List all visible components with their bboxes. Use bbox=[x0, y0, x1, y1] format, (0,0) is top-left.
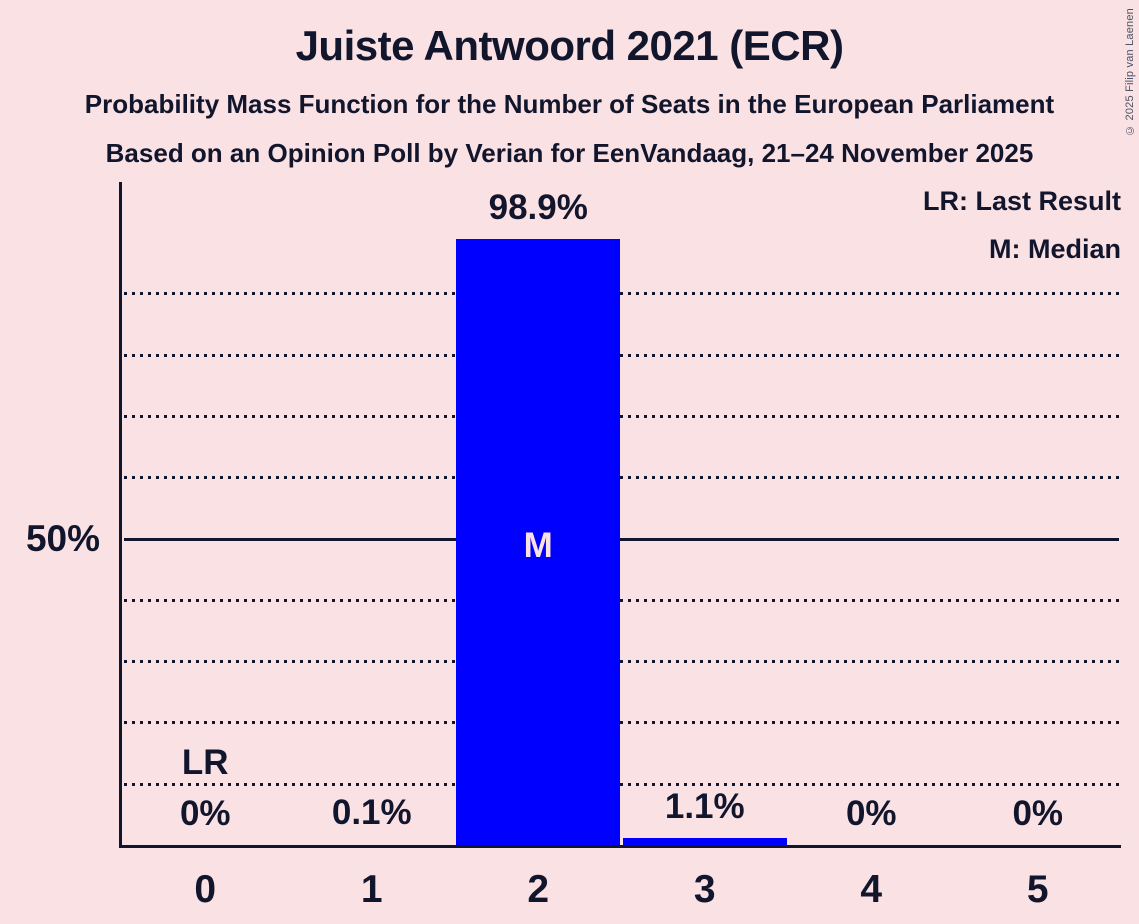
y-axis-50-percent-label: 50% bbox=[25, 518, 100, 559]
value-label-seats-3: 1.1% bbox=[664, 787, 745, 827]
chart-subtitle-line1: Probability Mass Function for the Number… bbox=[84, 89, 1055, 119]
value-label-seats-5: 0% bbox=[1012, 794, 1064, 833]
chart-title: Juiste Antwoord 2021 (ECR) bbox=[295, 22, 844, 69]
x-tick-label-0: 0 bbox=[194, 868, 217, 911]
gridline-90-percent bbox=[124, 292, 1119, 296]
gridline-50-percent bbox=[124, 537, 1119, 541]
gridline-80-percent bbox=[124, 353, 1119, 357]
plot-area: 0% 0 0.1% 1 98.9% 2 1.1% 3 0% 4 0% 5 LR M bbox=[119, 182, 1121, 911]
median-marker: M bbox=[523, 525, 553, 565]
gridline-30-percent bbox=[124, 660, 1119, 664]
gridline-40-percent bbox=[124, 598, 1119, 602]
legend-last-result-definition: LR: Last Result bbox=[922, 186, 1121, 216]
chart-subtitle-line2: Based on an Opinion Poll by Verian for E… bbox=[105, 138, 1034, 168]
last-result-marker: LR bbox=[181, 743, 229, 782]
bar-seats-2 bbox=[456, 238, 621, 845]
value-label-seats-2: 98.9% bbox=[488, 187, 588, 227]
x-tick-label-4: 4 bbox=[860, 868, 883, 911]
gridline-20-percent bbox=[124, 721, 1119, 725]
gridline-60-percent bbox=[124, 476, 1119, 480]
gridline-70-percent bbox=[124, 415, 1119, 419]
gridline-10-percent bbox=[124, 782, 1119, 786]
x-tick-label-2: 2 bbox=[527, 868, 550, 911]
x-tick-label-5: 5 bbox=[1026, 868, 1049, 911]
value-label-seats-0: 0% bbox=[179, 794, 231, 833]
copyright-notice: © 2025 Filip van Laenen bbox=[1124, 8, 1136, 136]
value-label-seats-4: 0% bbox=[845, 794, 897, 833]
legend-median-definition: M: Median bbox=[989, 234, 1121, 264]
bar-seats-3 bbox=[622, 838, 787, 845]
value-label-seats-1: 0.1% bbox=[331, 793, 412, 833]
x-tick-label-1: 1 bbox=[360, 868, 383, 911]
x-tick-label-3: 3 bbox=[693, 868, 716, 911]
